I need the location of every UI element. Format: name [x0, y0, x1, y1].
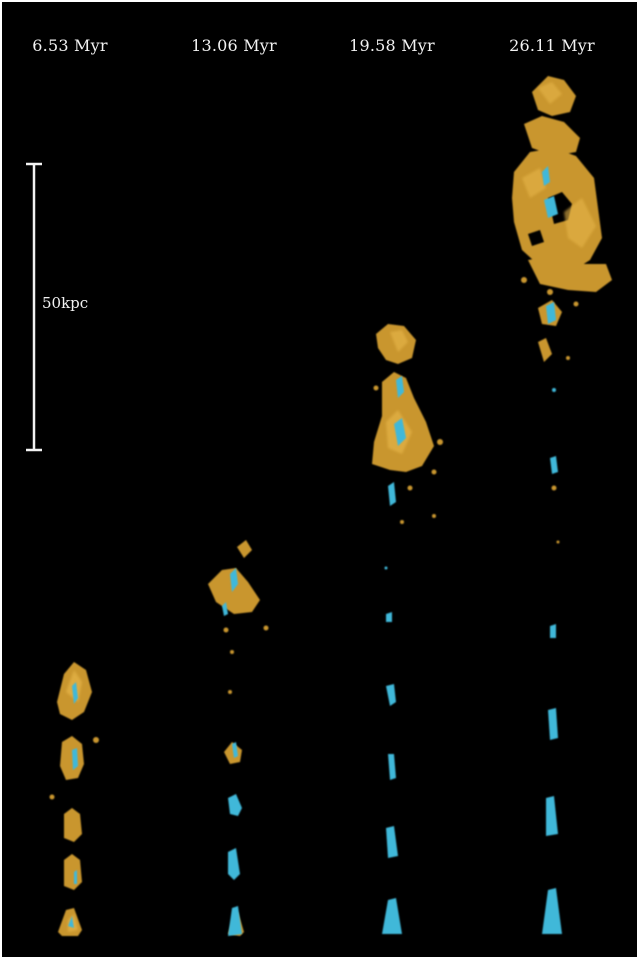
scale-bar: [26, 162, 42, 452]
jet-column-2: [208, 540, 269, 936]
time-label-2: 13.06 Myr: [191, 36, 277, 55]
time-label-1: 6.53 Myr: [32, 36, 108, 55]
jet-column-1: [49, 662, 99, 936]
jet-column-3: [372, 324, 443, 934]
time-label-4: 26.11 Myr: [509, 36, 595, 55]
jet-column-4: [512, 76, 612, 934]
scale-bar-label: 50kpc: [42, 294, 89, 312]
time-label-3: 19.58 Myr: [349, 36, 435, 55]
